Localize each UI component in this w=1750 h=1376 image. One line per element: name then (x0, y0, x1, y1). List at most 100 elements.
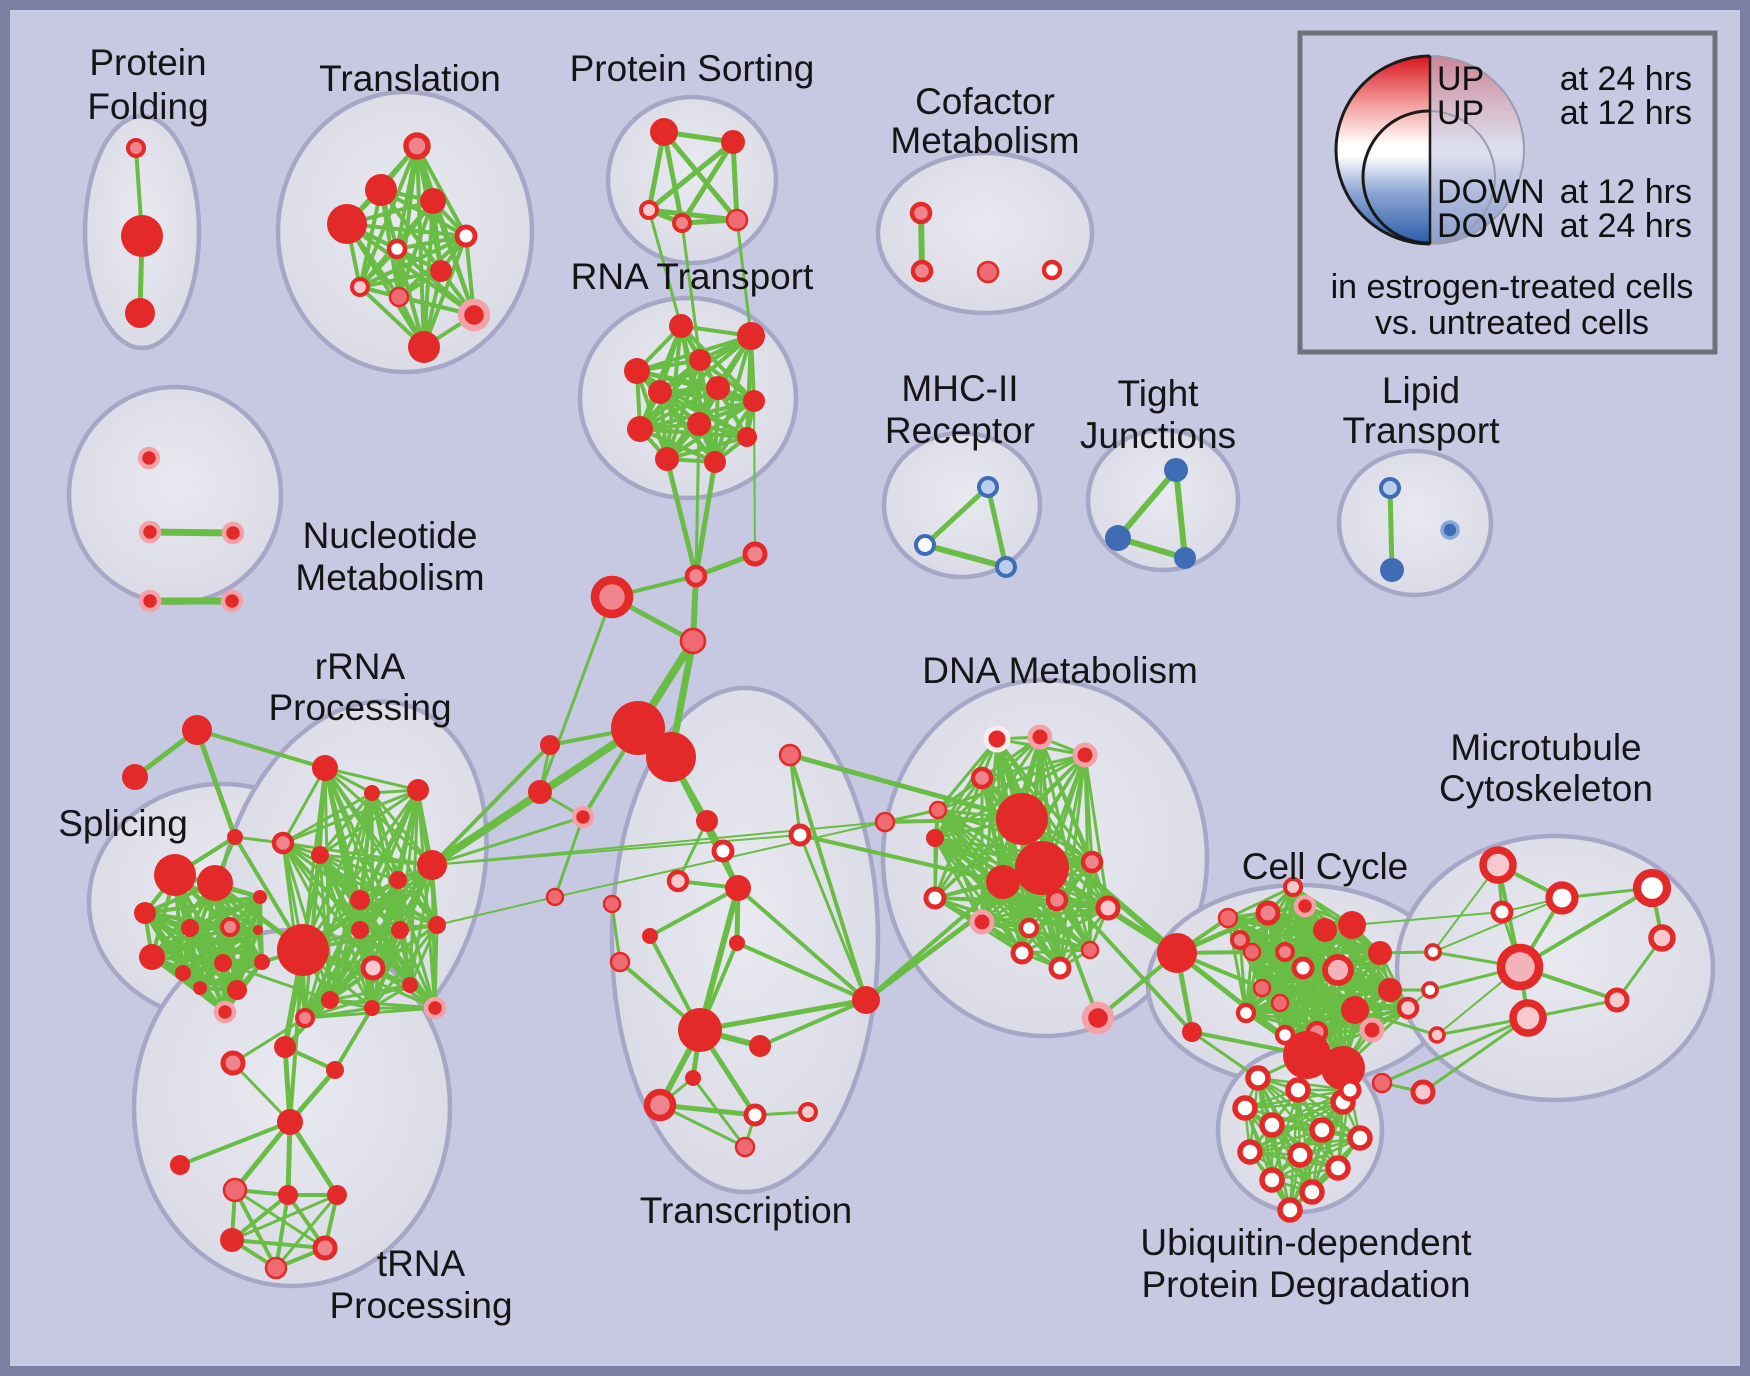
graph-node[interactable] (407, 779, 429, 801)
graph-node[interactable] (627, 416, 653, 442)
graph-node[interactable] (545, 887, 565, 907)
graph-node[interactable] (1325, 1155, 1351, 1181)
graph-node[interactable] (1242, 942, 1262, 962)
graph-node[interactable] (721, 130, 745, 154)
graph-node[interactable] (253, 890, 267, 904)
graph-node[interactable] (327, 204, 367, 244)
graph-node[interactable] (350, 277, 370, 297)
graph-node[interactable] (1338, 1078, 1362, 1102)
graph-node[interactable] (1018, 917, 1040, 939)
graph-node[interactable] (1378, 476, 1402, 500)
graph-node[interactable] (1293, 894, 1317, 918)
graph-node[interactable] (1368, 941, 1392, 965)
graph-node[interactable] (1080, 850, 1104, 874)
graph-node[interactable] (1380, 558, 1404, 582)
graph-node[interactable] (1371, 1072, 1393, 1094)
graph-node[interactable] (996, 793, 1048, 845)
graph-node[interactable] (788, 823, 812, 847)
graph-node[interactable] (182, 715, 212, 745)
graph-node[interactable] (220, 917, 240, 937)
graph-node[interactable] (725, 875, 751, 901)
graph-node[interactable] (1283, 1031, 1331, 1079)
graph-node[interactable] (1048, 956, 1072, 980)
graph-node[interactable] (364, 1000, 380, 1016)
graph-node[interactable] (624, 358, 650, 384)
graph-node[interactable] (311, 846, 329, 864)
graph-node[interactable] (540, 735, 560, 755)
graph-node[interactable] (609, 951, 631, 973)
graph-node[interactable] (1010, 941, 1034, 965)
graph-node[interactable] (1095, 895, 1121, 921)
graph-node[interactable] (1313, 918, 1337, 942)
graph-node[interactable] (602, 894, 622, 914)
graph-node[interactable] (778, 743, 802, 767)
graph-node[interactable] (742, 541, 768, 567)
graph-node[interactable] (408, 331, 440, 363)
graph-node[interactable] (1081, 1001, 1115, 1035)
graph-node[interactable] (170, 1155, 190, 1175)
graph-node[interactable] (222, 1177, 248, 1203)
graph-node[interactable] (976, 475, 1000, 499)
graph-node[interactable] (1479, 846, 1517, 884)
graph-node[interactable] (711, 839, 735, 863)
graph-node[interactable] (350, 890, 370, 910)
graph-node[interactable] (639, 200, 659, 220)
graph-node[interactable] (1322, 954, 1354, 986)
graph-node[interactable] (1648, 924, 1676, 952)
graph-node[interactable] (852, 986, 880, 1014)
graph-node[interactable] (749, 1035, 771, 1057)
graph-node[interactable] (986, 865, 1020, 899)
graph-node[interactable] (725, 208, 749, 232)
graph-node[interactable] (220, 1228, 244, 1252)
graph-node[interactable] (125, 298, 155, 328)
graph-node[interactable] (729, 935, 745, 951)
graph-node[interactable] (1041, 259, 1063, 281)
graph-node[interactable] (1270, 993, 1290, 1013)
graph-node[interactable] (326, 1061, 344, 1079)
graph-node[interactable] (1015, 841, 1069, 895)
graph-node[interactable] (193, 981, 207, 995)
graph-node[interactable] (457, 298, 491, 332)
graph-node[interactable] (1338, 911, 1366, 939)
graph-node[interactable] (1632, 868, 1672, 908)
graph-node[interactable] (391, 921, 409, 939)
graph-node[interactable] (706, 376, 730, 400)
graph-node[interactable] (669, 314, 693, 338)
graph-node[interactable] (1259, 1112, 1285, 1138)
graph-node[interactable] (1309, 1117, 1335, 1143)
graph-node[interactable] (454, 224, 478, 248)
graph-node[interactable] (646, 732, 696, 782)
graph-node[interactable] (327, 1185, 347, 1205)
graph-node[interactable] (402, 977, 418, 993)
graph-node[interactable] (1157, 933, 1197, 973)
graph-node[interactable] (874, 811, 896, 833)
graph-node[interactable] (696, 810, 718, 832)
graph-node[interactable] (221, 521, 245, 545)
graph-node[interactable] (214, 954, 232, 972)
graph-node[interactable] (295, 1008, 315, 1028)
graph-node[interactable] (528, 780, 552, 804)
graph-node[interactable] (1321, 1046, 1365, 1090)
graph-node[interactable] (321, 991, 339, 1009)
graph-node[interactable] (687, 412, 711, 436)
graph-node[interactable] (227, 829, 243, 845)
graph-node[interactable] (254, 954, 270, 970)
graph-node[interactable] (264, 1256, 288, 1280)
graph-node[interactable] (175, 965, 191, 981)
graph-node[interactable] (1604, 987, 1630, 1013)
graph-node[interactable] (655, 447, 679, 471)
graph-node[interactable] (1252, 978, 1272, 998)
graph-node[interactable] (910, 259, 934, 283)
graph-node[interactable] (1105, 525, 1131, 551)
graph-node[interactable] (590, 575, 634, 619)
graph-node[interactable] (1490, 900, 1514, 924)
graph-node[interactable] (1027, 724, 1053, 750)
graph-node[interactable] (1245, 1065, 1271, 1091)
graph-node[interactable] (312, 755, 338, 781)
graph-node[interactable] (928, 800, 948, 820)
graph-node[interactable] (684, 564, 708, 588)
graph-node[interactable] (1274, 1024, 1296, 1046)
graph-node[interactable] (970, 766, 994, 790)
graph-node[interactable] (417, 850, 447, 880)
graph-node[interactable] (1182, 1022, 1202, 1042)
